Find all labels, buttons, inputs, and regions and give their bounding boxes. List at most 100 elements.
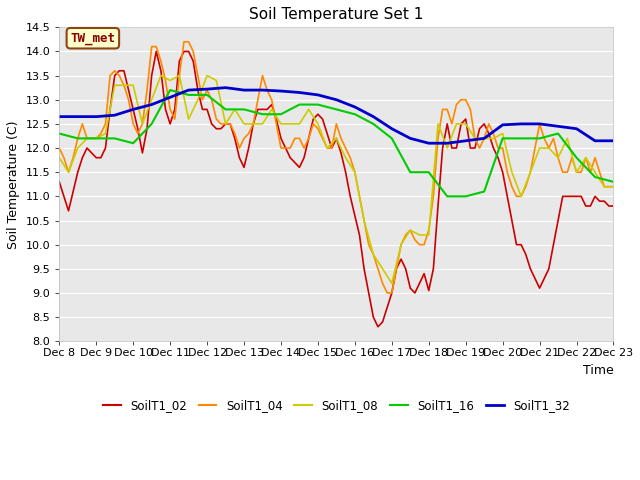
SoilT1_32 bbox=[221, 85, 229, 91]
SoilT1_16 bbox=[129, 140, 137, 146]
Y-axis label: Soil Temperature (C): Soil Temperature (C) bbox=[7, 120, 20, 249]
SoilT1_02 bbox=[374, 324, 382, 330]
SoilT1_04 bbox=[189, 48, 197, 54]
SoilT1_02 bbox=[296, 165, 303, 170]
SoilT1_04 bbox=[296, 135, 303, 141]
X-axis label: Time: Time bbox=[583, 364, 614, 377]
SoilT1_32 bbox=[314, 92, 322, 98]
SoilT1_32 bbox=[166, 95, 174, 100]
SoilT1_32 bbox=[92, 114, 100, 120]
SoilT1_32 bbox=[388, 126, 396, 132]
SoilT1_32 bbox=[240, 87, 248, 93]
SoilT1_32 bbox=[204, 86, 211, 92]
SoilT1_16 bbox=[425, 169, 433, 175]
SoilT1_16 bbox=[481, 189, 488, 194]
SoilT1_32 bbox=[499, 122, 506, 128]
SoilT1_32 bbox=[74, 114, 81, 120]
SoilT1_16 bbox=[388, 135, 396, 141]
SoilT1_32 bbox=[591, 138, 599, 144]
SoilT1_16 bbox=[444, 193, 451, 199]
Text: TW_met: TW_met bbox=[70, 32, 115, 45]
SoilT1_32 bbox=[185, 87, 193, 93]
SoilT1_04 bbox=[383, 290, 391, 296]
SoilT1_02 bbox=[610, 203, 618, 209]
SoilT1_16 bbox=[148, 121, 156, 127]
SoilT1_32 bbox=[148, 102, 156, 108]
SoilT1_02 bbox=[439, 145, 447, 151]
SoilT1_32 bbox=[610, 138, 618, 144]
SoilT1_32 bbox=[517, 121, 525, 127]
Line: SoilT1_32: SoilT1_32 bbox=[60, 88, 614, 143]
SoilT1_08 bbox=[388, 280, 396, 286]
Legend: SoilT1_02, SoilT1_04, SoilT1_08, SoilT1_16, SoilT1_32: SoilT1_02, SoilT1_04, SoilT1_08, SoilT1_… bbox=[99, 394, 575, 417]
SoilT1_32 bbox=[444, 140, 451, 146]
SoilT1_32 bbox=[425, 140, 433, 146]
SoilT1_08 bbox=[554, 155, 562, 161]
SoilT1_16 bbox=[74, 135, 81, 141]
SoilT1_32 bbox=[333, 97, 340, 103]
SoilT1_08 bbox=[360, 217, 368, 223]
SoilT1_16 bbox=[92, 135, 100, 141]
SoilT1_04 bbox=[56, 145, 63, 151]
SoilT1_16 bbox=[573, 155, 580, 161]
SoilT1_16 bbox=[221, 107, 229, 112]
SoilT1_08 bbox=[157, 72, 164, 78]
SoilT1_32 bbox=[277, 88, 285, 94]
SoilT1_16 bbox=[296, 102, 303, 108]
SoilT1_16 bbox=[240, 107, 248, 112]
SoilT1_02 bbox=[111, 72, 118, 78]
SoilT1_02 bbox=[152, 48, 160, 54]
SoilT1_32 bbox=[351, 104, 358, 110]
SoilT1_08 bbox=[259, 121, 266, 127]
Title: Soil Temperature Set 1: Soil Temperature Set 1 bbox=[249, 7, 424, 22]
SoilT1_08 bbox=[194, 97, 202, 103]
SoilT1_32 bbox=[56, 114, 63, 120]
SoilT1_04 bbox=[610, 184, 618, 190]
SoilT1_02 bbox=[582, 203, 589, 209]
SoilT1_08 bbox=[56, 155, 63, 161]
SoilT1_16 bbox=[333, 107, 340, 112]
SoilT1_02 bbox=[56, 179, 63, 185]
SoilT1_16 bbox=[591, 174, 599, 180]
Line: SoilT1_04: SoilT1_04 bbox=[60, 42, 614, 293]
SoilT1_32 bbox=[536, 121, 543, 127]
SoilT1_04 bbox=[411, 237, 419, 243]
SoilT1_16 bbox=[351, 111, 358, 117]
SoilT1_16 bbox=[406, 169, 414, 175]
Line: SoilT1_16: SoilT1_16 bbox=[60, 90, 614, 196]
SoilT1_08 bbox=[610, 184, 618, 190]
Line: SoilT1_02: SoilT1_02 bbox=[60, 51, 614, 327]
SoilT1_16 bbox=[185, 92, 193, 98]
SoilT1_32 bbox=[573, 126, 580, 132]
SoilT1_16 bbox=[259, 111, 266, 117]
SoilT1_32 bbox=[369, 114, 377, 120]
SoilT1_32 bbox=[406, 135, 414, 141]
SoilT1_16 bbox=[610, 179, 618, 185]
SoilT1_08 bbox=[175, 72, 183, 78]
SoilT1_32 bbox=[129, 107, 137, 112]
Line: SoilT1_08: SoilT1_08 bbox=[60, 75, 614, 283]
SoilT1_08 bbox=[406, 228, 414, 233]
SoilT1_16 bbox=[517, 135, 525, 141]
SoilT1_32 bbox=[554, 123, 562, 129]
SoilT1_04 bbox=[439, 107, 447, 112]
SoilT1_16 bbox=[204, 92, 211, 98]
SoilT1_32 bbox=[462, 138, 470, 144]
SoilT1_16 bbox=[56, 131, 63, 136]
SoilT1_04 bbox=[180, 39, 188, 45]
SoilT1_16 bbox=[314, 102, 322, 108]
SoilT1_32 bbox=[259, 87, 266, 93]
SoilT1_04 bbox=[582, 155, 589, 161]
SoilT1_32 bbox=[481, 135, 488, 141]
SoilT1_16 bbox=[166, 87, 174, 93]
SoilT1_16 bbox=[554, 131, 562, 136]
SoilT1_32 bbox=[111, 112, 118, 118]
SoilT1_16 bbox=[111, 135, 118, 141]
SoilT1_16 bbox=[369, 121, 377, 127]
SoilT1_16 bbox=[536, 135, 543, 141]
SoilT1_16 bbox=[499, 135, 506, 141]
SoilT1_16 bbox=[462, 193, 470, 199]
SoilT1_32 bbox=[296, 90, 303, 96]
SoilT1_04 bbox=[111, 68, 118, 73]
SoilT1_16 bbox=[277, 111, 285, 117]
